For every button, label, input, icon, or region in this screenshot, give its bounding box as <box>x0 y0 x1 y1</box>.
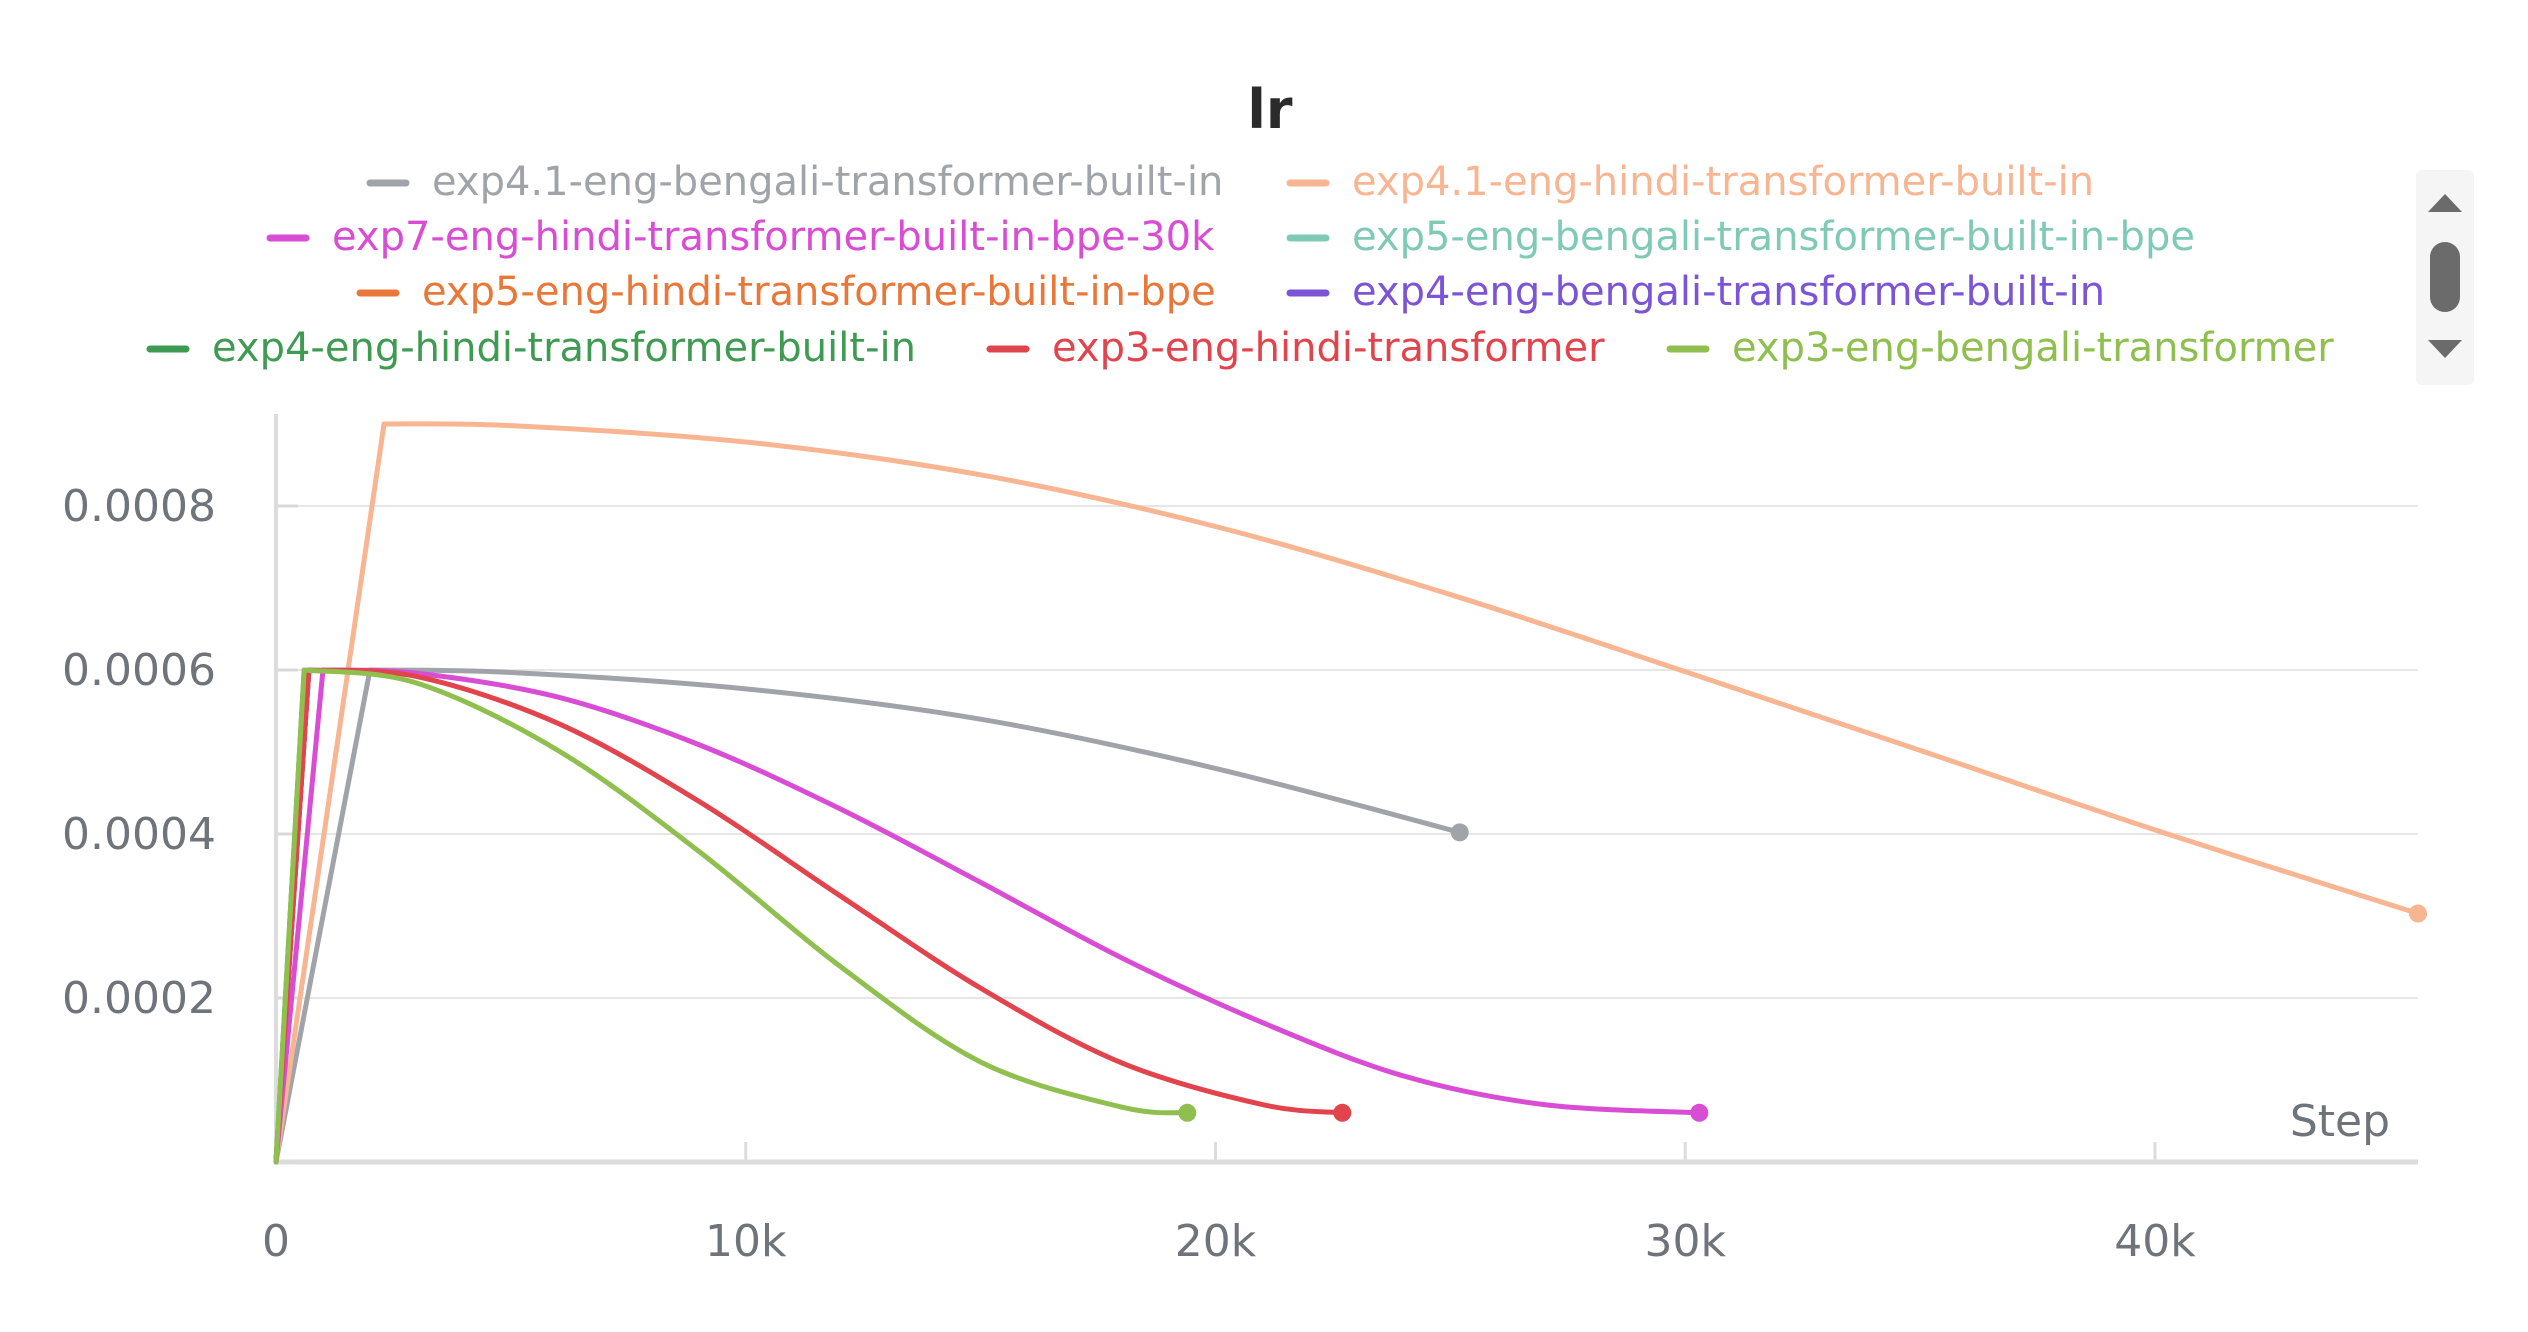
series-line-8 <box>273 667 1190 1165</box>
chart-title: lr <box>1247 78 1293 141</box>
legend-entry: exp3-eng-hindi-transformer <box>1052 325 1605 371</box>
series-line-1 <box>273 421 2421 1165</box>
legend-entry: exp5-eng-hindi-transformer-built-in-bpe <box>422 269 1216 315</box>
series-line-2 <box>273 667 1702 1165</box>
legend-entry: exp3-eng-bengali-transformer <box>1732 325 2334 371</box>
series-endpoint-7 <box>1333 1103 1352 1122</box>
x-tick-label: 40k <box>2114 1216 2196 1267</box>
series-endpoint-1 <box>2409 904 2427 923</box>
x-tick-label: 0 <box>262 1216 290 1267</box>
legend-entry: exp4.1-eng-hindi-transformer-built-in <box>1352 159 2094 205</box>
legend-entry: exp4-eng-hindi-transformer-built-in <box>212 325 916 371</box>
series-endpoint-0 <box>1450 823 1469 842</box>
legend-scrollbar[interactable] <box>2416 170 2474 385</box>
series-line-0 <box>273 667 1463 1165</box>
legend-entry: exp4.1-eng-bengali-transformer-built-in <box>432 159 1223 205</box>
legend-entry: exp7-eng-hindi-transformer-built-in-bpe-… <box>332 214 1215 260</box>
legend-entry: exp4-eng-bengali-transformer-built-in <box>1352 269 2105 315</box>
scroll-thumb[interactable] <box>2430 242 2460 312</box>
y-tick-label: 0.0002 <box>62 973 216 1024</box>
series-endpoint-8 <box>1178 1103 1197 1122</box>
legend-entry: exp5-eng-bengali-transformer-built-in-bp… <box>1352 214 2195 260</box>
plot-area: 0.0002 0.0004 0.0006 0.0008 0 10k 20k 30k 40k <box>62 414 2427 1267</box>
triangle-up-icon[interactable] <box>2428 194 2462 212</box>
x-tick-label: 10k <box>705 1216 787 1267</box>
series-line-7 <box>273 667 1345 1165</box>
triangle-down-icon[interactable] <box>2428 340 2462 358</box>
legend: exp4.1-eng-bengali-transformer-built-in e… <box>146 159 2334 371</box>
y-tick-label: 0.0004 <box>62 809 216 860</box>
series-endpoint-2 <box>1690 1103 1709 1122</box>
x-axis-label: Step <box>2290 1096 2390 1147</box>
y-tick-label: 0.0008 <box>62 481 216 532</box>
y-tick-label: 0.0006 <box>62 645 216 696</box>
x-tick-label: 30k <box>1644 1216 1726 1267</box>
x-tick-label: 20k <box>1175 1216 1257 1267</box>
